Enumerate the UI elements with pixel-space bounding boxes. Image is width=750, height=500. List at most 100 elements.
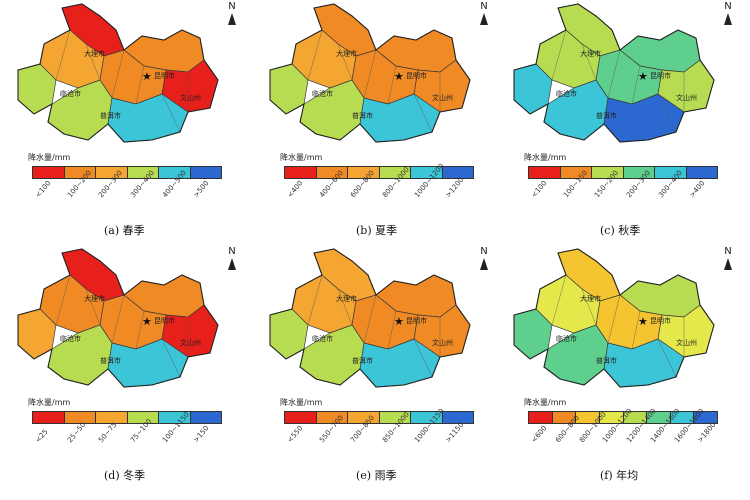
legend-swatch <box>379 412 411 423</box>
city-label: 临沧市 <box>60 334 81 343</box>
legend-swatch <box>647 412 671 423</box>
map-region <box>299 324 365 386</box>
city-label: 普洱市 <box>596 111 617 120</box>
legend-label: 50~75 <box>97 420 119 445</box>
north-arrow-icon: N <box>720 247 736 273</box>
county-boundary <box>337 288 353 326</box>
legend-labels: <400 400~600 600~800 800~1000 1000~1200 >1200 <box>284 162 474 226</box>
city-label: 大理市 <box>84 294 105 303</box>
county-boundary <box>363 49 377 99</box>
county-boundary <box>551 79 575 89</box>
legend-swatch <box>694 412 717 423</box>
legend-swatch <box>599 412 624 423</box>
city-label: 昆明市 <box>154 71 175 80</box>
county-boundary <box>85 43 101 81</box>
county-boundary <box>55 29 71 81</box>
legend-label: >500 <box>192 179 211 200</box>
legend-label: >400 <box>688 179 707 200</box>
county-boundary <box>607 49 621 99</box>
legend-label: >1150 <box>444 420 466 445</box>
legend-swatch <box>33 167 65 178</box>
city-label: 文山州 <box>432 93 453 102</box>
map-region <box>543 79 609 141</box>
north-arrow-icon: N <box>476 247 492 273</box>
county-boundary <box>363 294 377 344</box>
county-boundary <box>135 310 145 350</box>
legend-swatch <box>552 412 577 423</box>
legend-swatch <box>159 412 191 423</box>
legend-swatch <box>348 167 380 178</box>
panel-caption: (c) 秋季 <box>600 224 641 237</box>
legend-swatch <box>576 412 600 423</box>
legend-swatch <box>623 412 648 423</box>
map-region <box>47 79 113 141</box>
capital-star-icon: ★ <box>142 315 152 328</box>
legend-color-bar <box>284 166 474 179</box>
legend-label: <100 <box>34 179 53 200</box>
county-boundary <box>307 29 323 81</box>
county-boundary <box>387 65 397 105</box>
north-arrow-icon: N <box>224 247 240 273</box>
panel-winter: 大理市 昆明市 临沧市 普洱市 文山州 ★ N 降水量/mm <25 25~50 50~75 75~1… <box>4 245 244 490</box>
city-label: 文山州 <box>676 93 697 102</box>
county-boundary <box>135 65 145 105</box>
county-boundary <box>337 43 353 81</box>
city-label: 文山州 <box>180 93 201 102</box>
panel-rainy-season: 大理市 昆明市 临沧市 普洱市 文山州 ★ N 降水量/mm <550 550~700 700~85… <box>256 245 496 490</box>
legend-swatch <box>64 412 96 423</box>
city-label: 普洱市 <box>596 356 617 365</box>
panel-annual: 大理市 昆明市 临沧市 普洱市 文山州 ★ N 降水量/mm <600 600~800 800~10… <box>500 245 740 490</box>
legend-title: 降水量/mm <box>524 398 567 407</box>
county-boundary <box>307 79 331 89</box>
city-label: 文山州 <box>180 338 201 347</box>
county-boundary <box>307 274 323 326</box>
legend-color-bar <box>284 411 474 424</box>
legend-swatch <box>411 167 443 178</box>
north-arrow-icon: N <box>720 2 736 28</box>
legend-swatch <box>442 167 473 178</box>
county-boundary <box>581 43 597 81</box>
capital-star-icon: ★ <box>394 70 404 83</box>
panel-spring: 大理市 昆明市 临沧市 普洱市 文山州 ★ N 降水量/mm <100 100~200 200~30… <box>4 0 244 245</box>
legend-swatch <box>670 412 695 423</box>
legend-label: >1200 <box>444 175 466 200</box>
county-boundary <box>581 288 597 326</box>
legend-swatch <box>159 167 191 178</box>
legend-label: <25 <box>34 427 50 445</box>
legend-label: >1800 <box>696 420 718 445</box>
city-label: 普洱市 <box>352 356 373 365</box>
county-boundary <box>631 310 641 350</box>
legend-swatch <box>411 412 443 423</box>
legend-color-bar <box>32 166 222 179</box>
legend-labels: <600 600~800 800~1000 1000~1200 1200~1400 140… <box>528 407 718 471</box>
legend-label: >150 <box>192 424 211 445</box>
province-boundary <box>269 3 471 143</box>
province-boundary <box>269 248 471 388</box>
city-label: 昆明市 <box>406 316 427 325</box>
county-boundary <box>111 49 125 99</box>
legend-swatch <box>127 412 159 423</box>
legend-label: <600 <box>530 424 549 445</box>
north-arrow-shape <box>724 13 732 25</box>
county-boundary <box>607 294 621 344</box>
city-label: 文山州 <box>432 338 453 347</box>
panel-autumn: 大理市 昆明市 临沧市 普洱市 文山州 ★ N 降水量/mm <100 100~150 150~20… <box>500 0 740 245</box>
legend-swatch <box>316 412 348 423</box>
legend-color-bar <box>528 166 718 179</box>
county-boundary <box>55 324 79 334</box>
north-label: N <box>228 1 236 12</box>
legend-labels: <100 100~200 200~300 300~400 400~500 >500 <box>32 169 222 226</box>
city-label: 大理市 <box>336 294 357 303</box>
north-arrow-shape <box>228 258 236 270</box>
north-arrow-icon: N <box>476 2 492 28</box>
province-boundary <box>513 248 715 388</box>
city-label: 普洱市 <box>100 356 121 365</box>
city-label: 临沧市 <box>60 89 81 98</box>
legend-swatch <box>64 167 96 178</box>
city-label: 大理市 <box>580 49 601 58</box>
city-label: 普洱市 <box>100 111 121 120</box>
city-label: 大理市 <box>336 49 357 58</box>
